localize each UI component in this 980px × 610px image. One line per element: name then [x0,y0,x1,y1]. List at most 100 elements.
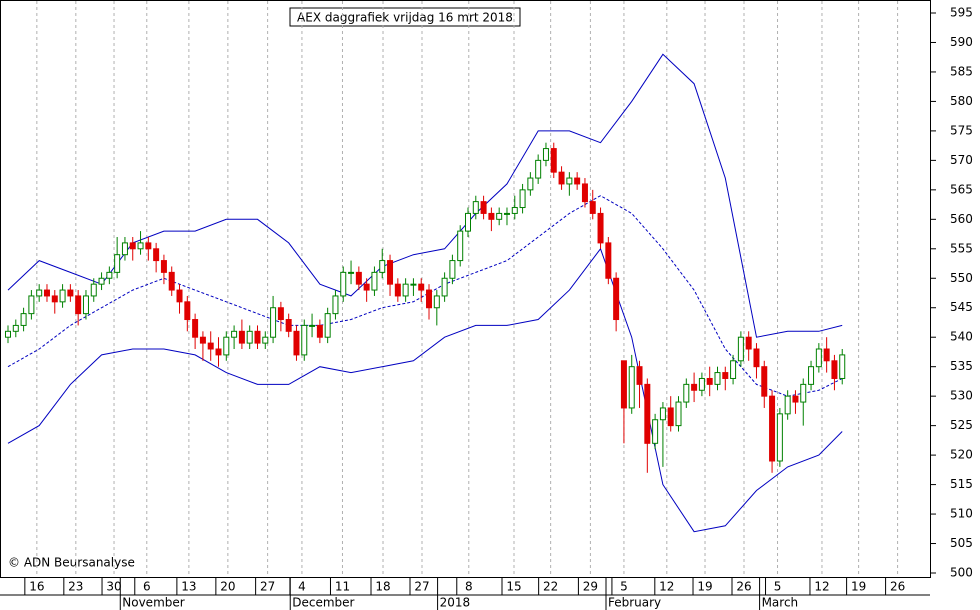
candle-body [644,383,651,444]
candle-body [503,212,510,215]
x-tick-label: 29 [583,580,598,594]
candle-body [59,289,66,303]
x-tick-label: 16 [29,580,44,594]
candle-body [589,201,596,214]
candle-body [613,277,620,321]
x-tick-label: 5 [620,580,628,594]
candle-body [659,407,666,421]
y-tick-label: 570 [950,153,973,167]
candle-body [246,330,253,344]
candle-body [394,283,401,297]
x-tick-label: 26 [890,580,905,594]
candle-body [831,360,838,379]
candle-body [464,212,471,232]
x-tick-label: 12 [814,580,829,594]
y-tick-label: 535 [950,359,973,373]
x-tick-label: 23 [68,580,83,594]
candle-body [628,366,635,409]
x-tick-label: 27 [414,580,429,594]
candle-body [301,324,308,356]
candle-body [815,348,822,368]
x-tick-label: 11 [335,580,350,594]
candle-body [90,283,97,297]
candle-body [309,324,316,327]
candle-body [168,271,175,291]
candle-body [199,336,206,344]
x-tick-label: 12 [659,580,674,594]
y-tick-label: 540 [950,330,973,344]
candle-body [348,271,355,274]
candle-body [823,348,830,362]
x-tick-label: 4 [298,580,306,594]
candle-body [355,271,362,285]
candle-body [254,330,261,344]
candle-body [535,159,542,179]
candle-body [418,283,425,291]
candle-body [769,395,776,462]
candle-body [43,289,50,297]
x-tick-label: 26 [736,580,751,594]
candle-body [761,366,768,397]
candle-body [426,289,433,309]
y-tick-label: 575 [950,123,973,137]
candle-body [792,395,799,403]
candle-body [402,283,409,297]
candle-body [574,177,581,185]
candle-body [808,366,815,385]
candle-body [675,401,682,427]
candle-body [75,295,82,315]
candle-body [511,207,518,214]
candle-body [636,366,643,385]
title-box [289,7,521,27]
candle-body [4,330,11,338]
y-tick-label: 550 [950,271,973,285]
candle-body [324,313,331,338]
candle-body [121,242,128,256]
candle-body [784,395,791,415]
x-tick-label: 15 [506,580,521,594]
x-tick-label: 20 [220,580,235,594]
band-line [7,247,843,533]
candle-body [277,307,284,321]
candle-body [238,330,245,344]
candle-body [387,260,394,285]
candle-body [316,324,323,338]
candle-body [683,383,690,403]
candle-body [20,313,27,326]
month-label: February [608,596,661,610]
candle-body [597,212,604,244]
candle-body [652,419,659,444]
candle-body [28,295,35,315]
candle-body [98,277,105,285]
candle-body [363,283,370,291]
candle-body [776,413,783,462]
candle-body [706,377,713,385]
candle-body [441,277,448,297]
candle-body [332,295,339,315]
candle-body [176,289,183,303]
x-tick-label: 13 [181,580,196,594]
y-tick-label: 515 [950,477,973,491]
candle-body [667,407,674,427]
month-label: 2018 [440,596,471,610]
candle-body [184,301,191,321]
candle-body [433,295,440,309]
candle-body [12,324,19,332]
candle-body [496,212,503,220]
y-tick-label: 510 [950,507,973,521]
copyright: © ADN Beursanalyse [8,556,135,570]
candle-body [192,319,199,338]
candle-body [550,148,557,173]
x-tick-label: 6 [143,580,151,594]
candle-body [262,336,269,344]
candle-body [231,330,238,338]
candle-body [480,201,487,214]
y-tick-label: 595 [950,6,973,20]
candle-body [449,260,456,279]
y-tick-label: 585 [950,64,973,78]
candle-body [698,377,705,391]
candle-body [379,260,386,273]
y-tick-label: 560 [950,212,973,226]
candle-body [488,212,495,220]
candle-body [114,254,121,273]
